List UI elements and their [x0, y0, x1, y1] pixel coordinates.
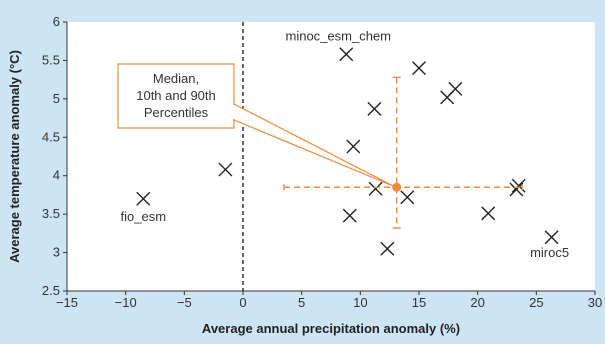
y-tick-label: 5.5	[42, 52, 60, 67]
data-point-marker	[481, 206, 496, 221]
x-tick-label: −15	[56, 295, 78, 310]
data-point-marker	[400, 190, 415, 205]
y-tick-label: 4	[53, 168, 60, 183]
data-point-marker	[218, 162, 233, 177]
callout-text-line: Median,	[153, 71, 199, 86]
x-tick-label: 30	[588, 295, 602, 310]
callout-box	[117, 63, 235, 129]
data-point-marker	[544, 230, 559, 245]
y-tick-label: 3	[53, 245, 60, 260]
data-point-marker	[380, 241, 395, 256]
callout-text-line: Percentiles	[144, 105, 209, 120]
y-tick-label: 5	[53, 91, 60, 106]
data-point-marker	[136, 191, 151, 206]
point-label: miroc5	[530, 245, 569, 260]
y-tick-label: 3.5	[42, 206, 60, 221]
x-tick-label: −5	[177, 295, 192, 310]
x-tick-label: 5	[298, 295, 305, 310]
median-marker	[392, 182, 402, 192]
x-tick-label: 10	[353, 295, 367, 310]
point-label: minoc_esm_chem	[286, 28, 392, 43]
x-tick-label: 25	[529, 295, 543, 310]
y-tick-label: 4.5	[42, 129, 60, 144]
data-point-marker	[412, 61, 426, 76]
x-tick-label: 20	[470, 295, 484, 310]
y-axis-title: Average temperature anomaly (°C)	[7, 50, 22, 263]
data-point-marker	[368, 181, 383, 196]
data-point-marker	[509, 182, 524, 197]
data-point-marker	[511, 178, 526, 193]
y-tick-label: 6	[53, 14, 60, 29]
data-point-marker	[448, 81, 463, 96]
data-point-marker	[346, 139, 361, 154]
x-tick-label: −10	[115, 295, 137, 310]
x-tick-label: 15	[412, 295, 426, 310]
data-point-marker	[339, 47, 354, 62]
data-point-marker	[367, 101, 382, 116]
y-tick-label: 2.5	[42, 283, 60, 298]
x-tick-label: 0	[239, 295, 246, 310]
callout-text-line: 10th and 90th	[136, 88, 216, 103]
point-label: fio_esm	[121, 209, 167, 224]
x-axis-title: Average annual precipitation anomaly (%)	[202, 321, 460, 336]
data-point-marker	[342, 208, 357, 223]
